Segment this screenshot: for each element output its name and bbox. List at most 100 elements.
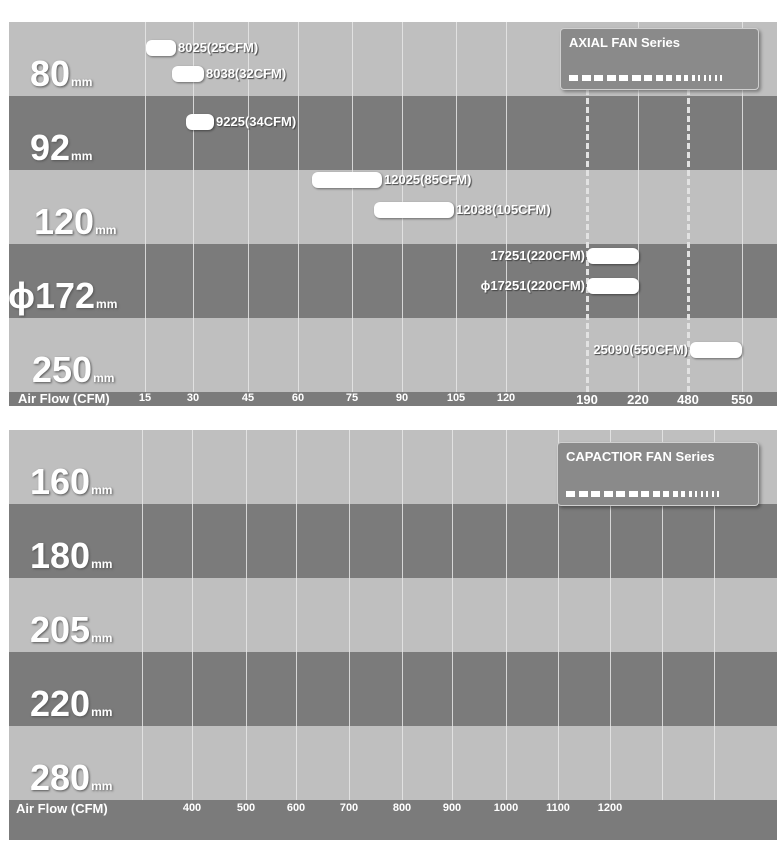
fan-size-unit: mm xyxy=(91,557,113,571)
fan-size-value: 205 xyxy=(30,609,91,650)
row-band-220 xyxy=(9,652,777,726)
scale-break-line xyxy=(687,44,690,392)
series-badge: AXIAL FAN Series xyxy=(560,28,759,90)
fan-size-value: ϕ172 xyxy=(9,275,96,316)
fan-size-value: 250 xyxy=(32,349,93,390)
fan-size-label: 220mm xyxy=(30,686,112,722)
stripe-segment xyxy=(641,491,649,497)
gridline xyxy=(742,22,743,392)
model-label: 17251(220CFM) xyxy=(490,248,585,263)
fan-size-value: 92 xyxy=(30,127,71,168)
fan-size-value: 220 xyxy=(30,683,91,724)
fan-size-label: 280mm xyxy=(30,760,112,796)
gridline xyxy=(452,430,453,800)
x-axis-title: Air Flow (CFM) xyxy=(16,801,108,816)
stripe-segment xyxy=(603,491,613,497)
gridline xyxy=(298,22,299,392)
gridline xyxy=(506,22,507,392)
gridline xyxy=(248,22,249,392)
x-tick-label: 120 xyxy=(496,392,516,404)
series-badge-title: AXIAL FAN Series xyxy=(569,35,681,50)
fan-size-label: 205mm xyxy=(30,612,112,648)
x-tick-label: 550 xyxy=(731,392,753,406)
stripe-segment xyxy=(700,491,703,497)
fan-size-value: 180 xyxy=(30,535,91,576)
stripe-segment xyxy=(711,491,714,497)
x-tick-label: 600 xyxy=(286,802,306,814)
x-axis-bar xyxy=(9,800,777,840)
row-band-172 xyxy=(9,244,777,318)
x-tick-label: 90 xyxy=(395,392,409,404)
model-label: 9225(34CFM) xyxy=(216,114,297,129)
gridline xyxy=(145,22,146,392)
gridline xyxy=(193,22,194,392)
fan-size-value: 120 xyxy=(34,201,95,242)
model-label: ϕ17251(220CFM) xyxy=(480,278,585,293)
row-band-180 xyxy=(9,504,777,578)
airflow-bar xyxy=(312,172,382,188)
gridline xyxy=(610,430,611,800)
x-tick-label: 480 xyxy=(677,392,699,406)
series-badge-stripes xyxy=(566,491,723,497)
airflow-bar xyxy=(374,202,454,218)
airflow-bar xyxy=(186,114,214,130)
stripe-segment xyxy=(706,491,708,497)
fan-size-label: 250mm xyxy=(32,352,114,388)
x-axis-title: Air Flow (CFM) xyxy=(18,391,110,406)
gridline xyxy=(662,430,663,800)
stripe-segment xyxy=(663,491,669,497)
gridline xyxy=(192,430,193,800)
airflow-bar xyxy=(587,248,639,264)
gridline xyxy=(714,430,715,800)
stripe-segment xyxy=(666,75,672,81)
stripe-segment xyxy=(717,491,719,497)
model-label: 12038(105CFM) xyxy=(456,202,551,217)
x-tick-label: 700 xyxy=(339,802,359,814)
stripe-segment xyxy=(566,491,575,497)
gridline xyxy=(558,430,559,800)
fan-size-unit: mm xyxy=(71,75,93,89)
stripe-segment xyxy=(581,75,591,81)
scale-break-line xyxy=(586,44,589,392)
x-tick-label: 105 xyxy=(446,392,466,404)
x-axis-bar xyxy=(9,392,777,406)
model-label: 25090(550CFM) xyxy=(593,342,688,357)
gridline xyxy=(246,430,247,800)
gridline xyxy=(296,430,297,800)
fan-size-label: 92mm xyxy=(30,130,92,166)
stripe-segment xyxy=(594,75,603,81)
fan-size-unit: mm xyxy=(91,631,113,645)
fan-size-unit: mm xyxy=(91,705,113,719)
fan-size-unit: mm xyxy=(93,371,115,385)
x-tick-label: 15 xyxy=(138,392,152,404)
stripe-segment xyxy=(703,75,706,81)
stripe-segment xyxy=(631,75,641,81)
model-label: 12025(85CFM) xyxy=(384,172,472,187)
gridline xyxy=(142,430,143,800)
fan-size-value: 280 xyxy=(30,757,91,798)
airflow-bar xyxy=(146,40,176,56)
stripe-segment xyxy=(695,491,697,497)
x-tick-label: 1200 xyxy=(597,802,623,814)
fan-size-value: 160 xyxy=(30,461,91,502)
stripe-segment xyxy=(578,491,588,497)
fan-size-label: 160mm xyxy=(30,464,112,500)
x-tick-label: 75 xyxy=(345,392,359,404)
fan-size-value: 80 xyxy=(30,53,71,94)
series-badge: CAPACTIOR FAN Series xyxy=(557,442,759,506)
stripe-segment xyxy=(655,75,663,81)
airflow-bar xyxy=(587,278,639,294)
x-tick-label: 900 xyxy=(442,802,462,814)
gridline xyxy=(349,430,350,800)
stripe-segment xyxy=(628,491,638,497)
x-tick-label: 220 xyxy=(627,392,649,406)
stripe-segment xyxy=(698,75,700,81)
fan-size-unit: mm xyxy=(95,223,117,237)
x-tick-label: 60 xyxy=(291,392,305,404)
stripe-segment xyxy=(714,75,717,81)
x-tick-label: 1000 xyxy=(493,802,519,814)
x-tick-label: 1100 xyxy=(546,802,570,814)
stripe-segment xyxy=(616,491,625,497)
row-band-280 xyxy=(9,726,777,800)
stripe-segment xyxy=(591,491,600,497)
